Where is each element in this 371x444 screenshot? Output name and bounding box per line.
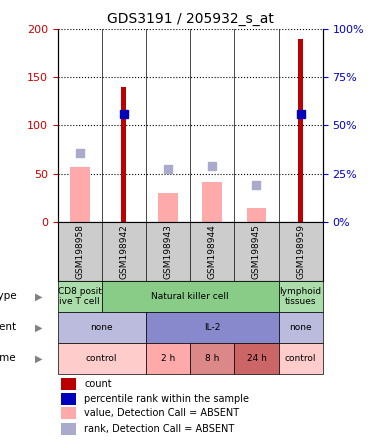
Text: lymphoid
tissues: lymphoid tissues bbox=[280, 287, 322, 306]
Bar bbox=[62, 423, 76, 435]
Text: GSM198944: GSM198944 bbox=[208, 224, 217, 279]
Text: GSM198958: GSM198958 bbox=[75, 224, 84, 279]
Text: control: control bbox=[86, 354, 118, 363]
Text: time: time bbox=[0, 353, 16, 364]
Text: none: none bbox=[91, 323, 113, 332]
Bar bbox=[70, 167, 89, 222]
Bar bbox=[146, 343, 190, 374]
Text: GSM198945: GSM198945 bbox=[252, 224, 261, 279]
Text: control: control bbox=[285, 354, 316, 363]
Bar bbox=[58, 312, 146, 343]
Bar bbox=[58, 281, 102, 312]
Text: 8 h: 8 h bbox=[205, 354, 219, 363]
Text: CD8 posit
ive T cell: CD8 posit ive T cell bbox=[58, 287, 102, 306]
Text: Natural killer cell: Natural killer cell bbox=[151, 292, 229, 301]
Bar bbox=[121, 87, 127, 222]
Text: ▶: ▶ bbox=[35, 353, 43, 364]
Text: rank, Detection Call = ABSENT: rank, Detection Call = ABSENT bbox=[84, 424, 234, 434]
Text: none: none bbox=[289, 323, 312, 332]
Text: cell type: cell type bbox=[0, 291, 16, 301]
Bar bbox=[62, 408, 76, 419]
Text: count: count bbox=[84, 379, 112, 389]
Bar bbox=[146, 312, 279, 343]
Text: GSM198959: GSM198959 bbox=[296, 224, 305, 279]
Title: GDS3191 / 205932_s_at: GDS3191 / 205932_s_at bbox=[107, 12, 273, 27]
Text: 2 h: 2 h bbox=[161, 354, 175, 363]
Bar bbox=[62, 393, 76, 405]
Bar bbox=[158, 193, 178, 222]
Bar bbox=[62, 378, 76, 390]
Text: ▶: ▶ bbox=[35, 322, 43, 333]
Bar bbox=[279, 343, 323, 374]
Text: value, Detection Call = ABSENT: value, Detection Call = ABSENT bbox=[84, 408, 239, 418]
Text: GSM198942: GSM198942 bbox=[119, 224, 128, 279]
Bar bbox=[234, 343, 279, 374]
Bar bbox=[279, 281, 323, 312]
Bar bbox=[58, 343, 146, 374]
Bar bbox=[279, 312, 323, 343]
Bar bbox=[102, 281, 279, 312]
Bar bbox=[298, 39, 303, 222]
Bar bbox=[246, 208, 266, 222]
Text: 24 h: 24 h bbox=[246, 354, 266, 363]
Text: IL-2: IL-2 bbox=[204, 323, 220, 332]
Text: percentile rank within the sample: percentile rank within the sample bbox=[84, 394, 249, 404]
Bar bbox=[190, 343, 234, 374]
Text: agent: agent bbox=[0, 322, 16, 333]
Bar bbox=[202, 182, 222, 222]
Text: ▶: ▶ bbox=[35, 291, 43, 301]
Text: GSM198943: GSM198943 bbox=[164, 224, 173, 279]
